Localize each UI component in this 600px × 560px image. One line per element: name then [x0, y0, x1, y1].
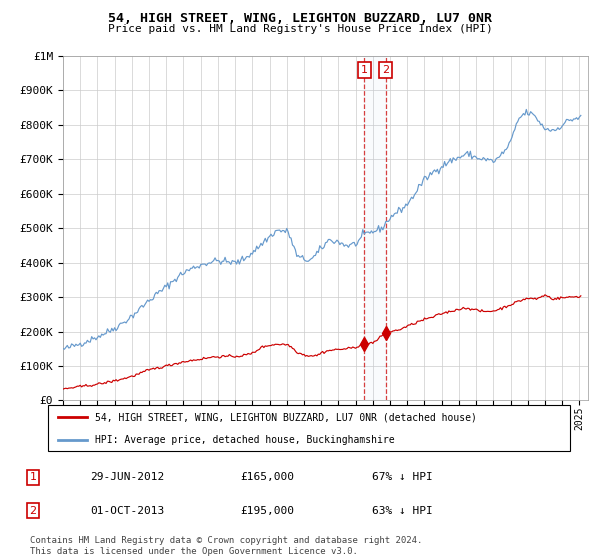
Bar [364, 56, 386, 400]
Text: £165,000: £165,000 [240, 472, 294, 482]
Text: 67% ↓ HPI: 67% ↓ HPI [372, 472, 433, 482]
Text: 1: 1 [29, 472, 37, 482]
Text: £195,000: £195,000 [240, 506, 294, 516]
FancyBboxPatch shape [48, 405, 570, 451]
Text: HPI: Average price, detached house, Buckinghamshire: HPI: Average price, detached house, Buck… [95, 435, 395, 445]
Text: 29-JUN-2012: 29-JUN-2012 [90, 472, 164, 482]
Text: 54, HIGH STREET, WING, LEIGHTON BUZZARD, LU7 0NR (detached house): 54, HIGH STREET, WING, LEIGHTON BUZZARD,… [95, 412, 477, 422]
Text: 01-OCT-2013: 01-OCT-2013 [90, 506, 164, 516]
Text: 1: 1 [361, 65, 368, 75]
Text: 2: 2 [29, 506, 37, 516]
Text: 54, HIGH STREET, WING, LEIGHTON BUZZARD, LU7 0NR: 54, HIGH STREET, WING, LEIGHTON BUZZARD,… [108, 12, 492, 25]
Text: 2: 2 [382, 65, 389, 75]
Text: Price paid vs. HM Land Registry's House Price Index (HPI): Price paid vs. HM Land Registry's House … [107, 24, 493, 34]
Text: Contains HM Land Registry data © Crown copyright and database right 2024.
This d: Contains HM Land Registry data © Crown c… [30, 536, 422, 556]
Text: 63% ↓ HPI: 63% ↓ HPI [372, 506, 433, 516]
